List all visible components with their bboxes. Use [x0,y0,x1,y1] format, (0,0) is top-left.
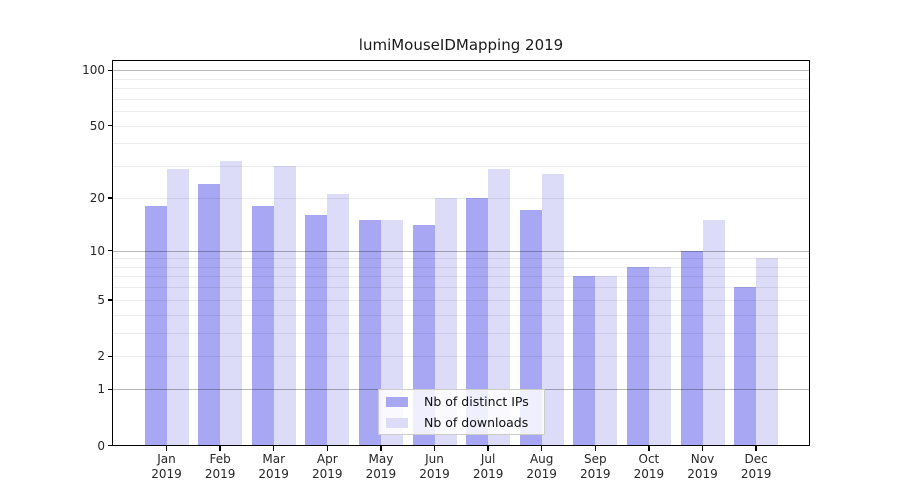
x-tick-label-dec: Dec 2019 [740,452,772,481]
y-tick-mark-100 [107,69,113,71]
legend-swatch-downloads [386,417,408,428]
x-tick-label-nov: Nov 2019 [687,452,718,481]
bar-distinct-ips-jan [144,206,167,446]
y-tick-label-1: 1 [97,382,105,397]
y-tick-mark-20 [107,197,113,199]
bar-distinct-ips-jul [466,197,489,446]
y-tick-mark-50 [107,125,113,127]
y-tick-label-20: 20 [89,190,105,205]
minor-gridline-90 [113,78,809,80]
x-tick-label-apr: Apr 2019 [312,452,343,481]
bar-downloads-sep [595,276,618,446]
minor-gridline-8 [113,266,809,268]
x-tick-mark-dec [755,446,757,451]
bar-downloads-oct [648,266,671,446]
bar-downloads-jul [488,168,511,446]
bar-distinct-ips-may [358,220,381,446]
bar-downloads-nov [702,220,725,446]
bar-downloads-mar [273,166,296,446]
major-gridline-100 [113,70,809,72]
y-tick-mark-0 [107,445,113,447]
x-tick-mark-sep [594,446,596,451]
minor-gridline-6 [113,287,809,289]
bar-distinct-ips-nov [680,250,703,446]
y-tick-label-10: 10 [89,243,105,258]
bar-distinct-ips-dec [734,287,757,446]
x-tick-mark-jun [433,446,436,451]
y-tick-mark-10 [107,250,113,252]
bar-downloads-apr [327,194,350,446]
y-tick-mark-5 [107,299,113,301]
minor-gridline-60 [113,111,809,113]
bar-distinct-ips-apr [305,215,328,446]
bar-distinct-ips-aug [519,210,542,446]
minor-gridline-40 [113,143,809,145]
x-tick-mark-jul [487,446,489,451]
x-tick-label-jul: Jul 2019 [472,452,504,481]
bar-distinct-ips-feb [198,183,221,446]
minor-gridline-20 [113,197,809,199]
y-tick-label-5: 5 [97,292,105,307]
bar-downloads-jun [434,197,457,446]
y-tick-label-100: 100 [82,63,105,78]
minor-gridline-5 [113,299,809,301]
bar-distinct-ips-sep [573,276,596,446]
x-tick-mark-nov [701,446,704,451]
x-tick-label-sep: Sep 2019 [580,452,611,481]
x-tick-mark-aug [541,446,543,451]
x-tick-label-jun: Jun 2019 [419,452,450,481]
minor-gridline-9 [113,258,809,260]
x-tick-label-jan: Jan 2019 [151,452,182,481]
y-tick-label-50: 50 [89,118,105,133]
bar-distinct-ips-mar [251,206,274,446]
bar-downloads-dec [756,258,779,446]
bar-downloads-aug [541,174,564,446]
minor-gridline-2 [113,356,809,358]
minor-gridline-50 [113,125,809,127]
x-tick-mark-oct [648,446,650,451]
x-tick-label-oct: Oct 2019 [633,452,665,481]
legend-label-distinct-ips: Nb of distinct IPs [424,394,529,409]
x-tick-mark-feb [219,446,221,451]
legend-item-downloads: Nb of downloads [386,414,544,431]
major-gridline-10 [113,250,809,252]
minor-gridline-30 [113,166,809,168]
x-tick-mark-may [380,446,382,451]
minor-gridline-3 [113,332,809,334]
legend-swatch-distinct-ips [386,396,408,407]
minor-gridline-70 [113,98,809,100]
y-tick-label-2: 2 [97,349,105,364]
minor-gridline-7 [113,276,809,278]
bar-downloads-jan [166,168,189,446]
x-tick-mark-mar [273,446,275,451]
x-tick-label-feb: Feb 2019 [204,452,236,481]
bar-distinct-ips-oct [626,266,649,446]
x-tick-label-mar: Mar 2019 [258,452,289,481]
bar-downloads-feb [220,161,243,446]
minor-gridline-4 [113,314,809,316]
x-tick-mark-apr [326,446,328,451]
chart-title: lumiMouseIDMapping 2019 [358,36,564,54]
legend-label-downloads: Nb of downloads [424,415,529,430]
y-tick-mark-2 [107,355,113,358]
y-tick-mark-1 [107,388,113,391]
legend-item-distinct-ips: Nb of distinct IPs [386,393,544,410]
x-tick-label-may: May 2019 [365,452,397,481]
legend: Nb of distinct IPs Nb of downloads [378,389,545,435]
x-tick-mark-jan [165,446,168,451]
minor-gridline-80 [113,87,809,89]
y-tick-label-0: 0 [97,438,105,453]
x-tick-label-aug: Aug 2019 [526,452,557,481]
